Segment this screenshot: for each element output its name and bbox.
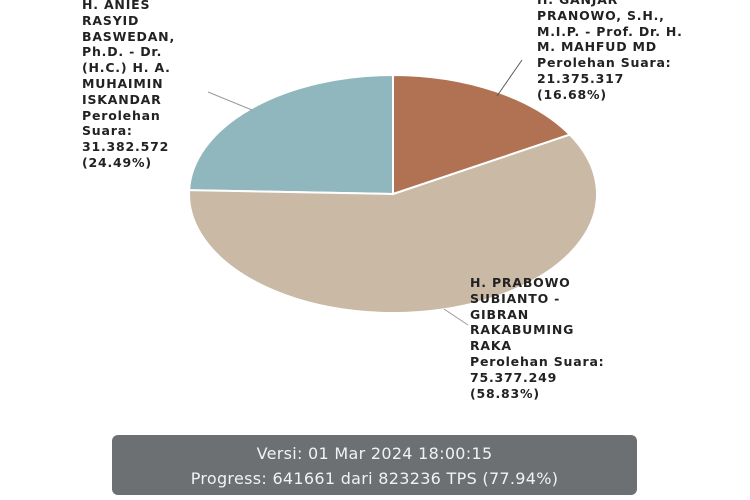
percent-label: (24.49%): [82, 154, 152, 170]
candidate-name: H. ANIES RASYID BASWEDAN, Ph.D. - Dr. (H…: [82, 0, 175, 107]
candidate-name: H. GANJAR PRANOWO, S.H., M.I.P. - Prof. …: [537, 0, 683, 55]
candidate-name: H. PRABOWO SUBIANTO - GIBRAN RAKABUMING …: [470, 275, 575, 354]
vote-count: 31.382.572: [82, 139, 170, 155]
leader-line: [207, 91, 253, 111]
version-text: Versi: 01 Mar 2024 18:00:15: [256, 444, 493, 463]
percent-label: (16.68%): [537, 86, 607, 102]
pie-slice: [188, 73, 394, 196]
vote-count: 75.377.249: [470, 369, 558, 385]
slice-label: H. ANIES RASYID BASWEDAN, Ph.D. - Dr. (H…: [82, 0, 210, 171]
progress-text: Progress: 641661 dari 823236 TPS (77.94%…: [190, 469, 559, 488]
vote-caption: Perolehan Suara:: [537, 55, 672, 71]
vote-caption: Perolehan Suara:: [470, 353, 605, 369]
vote-count: 21.375.317: [537, 70, 625, 86]
slice-label: H. PRABOWO SUBIANTO - GIBRAN RAKABUMING …: [470, 275, 610, 401]
status-box: Versi: 01 Mar 2024 18:00:15 Progress: 64…: [112, 435, 637, 495]
leader-line: [443, 308, 469, 326]
vote-caption: Perolehan Suara:: [82, 107, 161, 139]
pie-slice: [392, 73, 572, 196]
slice-label: H. GANJAR PRANOWO, S.H., M.I.P. - Prof. …: [537, 0, 687, 103]
pie-slice: [188, 133, 598, 314]
leader-line: [496, 59, 523, 97]
percent-label: (58.83%): [470, 385, 540, 401]
